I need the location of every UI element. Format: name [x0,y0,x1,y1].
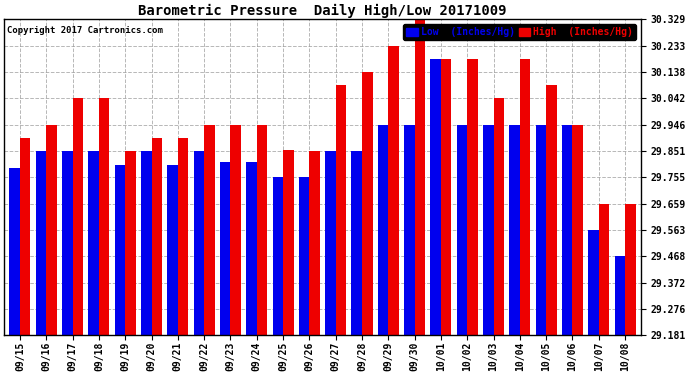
Bar [362,72,373,335]
Bar [599,204,609,335]
Bar [325,151,335,335]
Bar [152,138,162,335]
Bar [467,59,477,335]
Bar [309,151,320,335]
Bar [62,151,72,335]
Bar [431,59,441,335]
Bar [535,125,546,335]
Bar [573,125,583,335]
Bar [204,125,215,335]
Bar [88,151,99,335]
Bar [99,98,110,335]
Bar [220,162,230,335]
Bar [441,59,451,335]
Bar [520,59,531,335]
Bar [546,85,557,335]
Bar [562,125,573,335]
Bar [20,138,30,335]
Bar [625,204,635,335]
Bar [615,256,625,335]
Bar [283,150,293,335]
Bar [246,162,257,335]
Bar [167,165,178,335]
Bar [509,125,520,335]
Bar [415,20,425,335]
Bar [377,125,388,335]
Bar [72,98,83,335]
Bar [299,177,309,335]
Bar [457,125,467,335]
Bar [178,138,188,335]
Legend: Low  (Inches/Hg), High  (Inches/Hg): Low (Inches/Hg), High (Inches/Hg) [403,24,636,40]
Bar [125,151,136,335]
Bar [404,125,415,335]
Bar [388,46,399,335]
Bar [493,98,504,335]
Bar [141,151,152,335]
Bar [335,85,346,335]
Bar [10,168,20,335]
Text: Copyright 2017 Cartronics.com: Copyright 2017 Cartronics.com [8,26,164,35]
Bar [351,151,362,335]
Bar [36,151,46,335]
Bar [230,125,241,335]
Bar [483,125,493,335]
Bar [46,125,57,335]
Title: Barometric Pressure  Daily High/Low 20171009: Barometric Pressure Daily High/Low 20171… [138,4,506,18]
Bar [115,165,125,335]
Bar [194,151,204,335]
Bar [257,125,267,335]
Bar [273,177,283,335]
Bar [589,230,599,335]
